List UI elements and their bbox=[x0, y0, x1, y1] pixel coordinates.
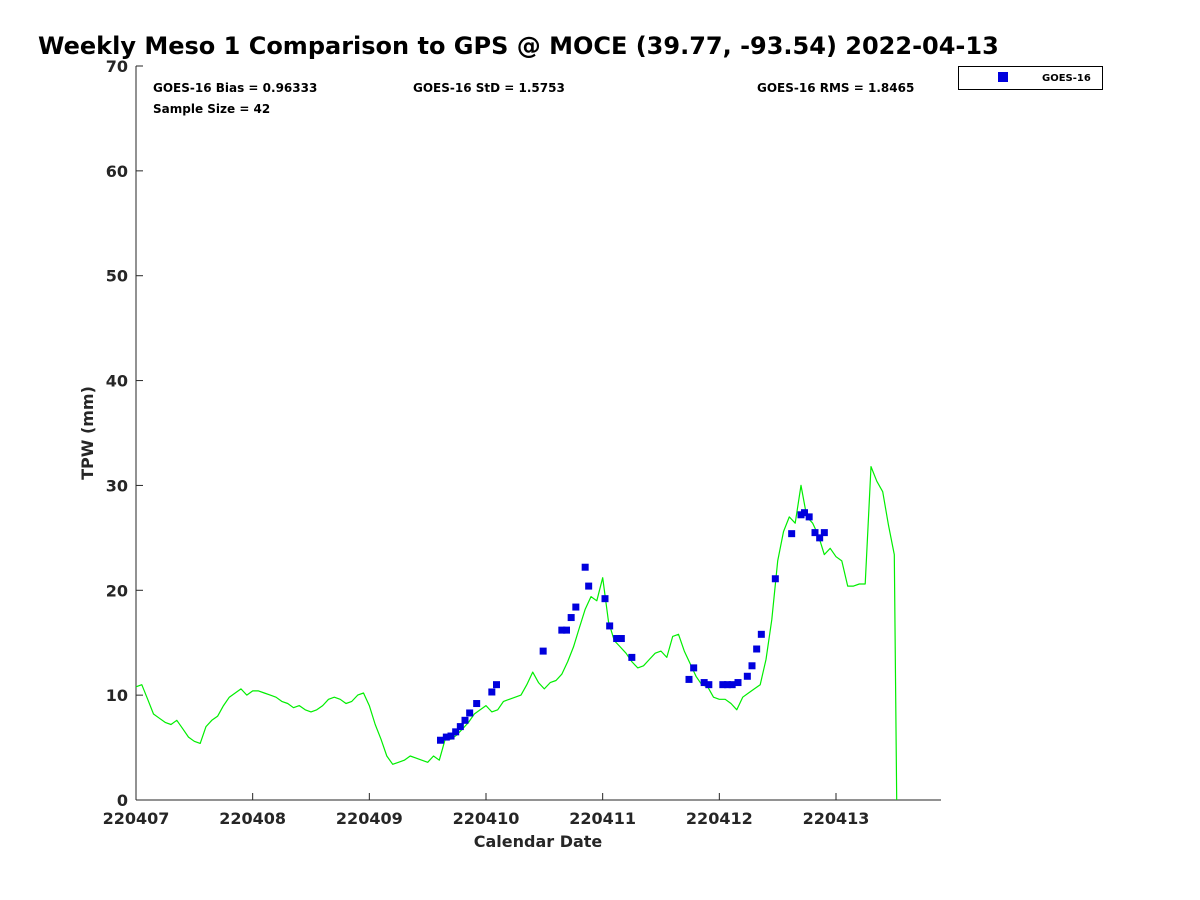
legend: GOES-16 bbox=[958, 66, 1103, 90]
goes-16-point bbox=[461, 716, 469, 724]
goes-16-point bbox=[539, 647, 547, 655]
goes-16-point bbox=[690, 664, 698, 672]
goes-16-point bbox=[728, 681, 736, 689]
x-tick-label: 220409 bbox=[336, 809, 403, 828]
goes-16-point bbox=[811, 529, 819, 537]
y-tick-label: 50 bbox=[106, 267, 128, 286]
goes-16-point bbox=[705, 681, 713, 689]
std-stat: GOES-16 StD = 1.5753 bbox=[413, 81, 565, 95]
legend-marker-goes-16 bbox=[998, 72, 1008, 82]
goes-16-point bbox=[805, 513, 813, 521]
x-tick-label: 220410 bbox=[453, 809, 520, 828]
goes-16-point bbox=[753, 645, 761, 653]
y-tick-label: 60 bbox=[106, 162, 128, 181]
goes-16-point bbox=[473, 700, 481, 708]
x-tick-label: 220413 bbox=[803, 809, 870, 828]
goes-16-point bbox=[700, 679, 708, 687]
goes-16-point bbox=[488, 688, 496, 696]
legend-label-goes-16: GOES-16 bbox=[1042, 73, 1091, 84]
goes-16-point bbox=[801, 509, 808, 517]
bias-stat: GOES-16 Bias = 0.96333 bbox=[153, 81, 317, 95]
goes-16-point bbox=[734, 679, 742, 687]
goes-16-point bbox=[606, 622, 614, 630]
goes-16-point bbox=[581, 563, 589, 571]
goes-16-point bbox=[466, 709, 474, 717]
y-tick-label: 40 bbox=[106, 372, 128, 391]
gps-line bbox=[135, 466, 898, 801]
x-axis-label: Calendar Date bbox=[474, 832, 603, 851]
y-tick-label: 20 bbox=[106, 581, 128, 600]
goes-16-point bbox=[685, 675, 693, 683]
goes-16-point bbox=[743, 672, 751, 680]
goes-16-point bbox=[567, 614, 575, 622]
goes-16-series bbox=[437, 509, 828, 744]
rms-stat: GOES-16 RMS = 1.8465 bbox=[757, 81, 914, 95]
goes-16-point bbox=[493, 681, 500, 689]
chart-title: Weekly Meso 1 Comparison to GPS @ MOCE (… bbox=[38, 32, 999, 60]
goes-16-point bbox=[442, 733, 450, 741]
goes-16-point bbox=[558, 626, 566, 634]
goes-16-point bbox=[724, 681, 731, 689]
x-tick-label: 220408 bbox=[219, 809, 286, 828]
gps-series bbox=[135, 466, 898, 801]
goes-16-point bbox=[437, 736, 444, 744]
y-tick-label: 0 bbox=[117, 791, 128, 810]
x-tick-label: 220411 bbox=[569, 809, 636, 828]
x-tick-label: 220407 bbox=[103, 809, 170, 828]
y-tick-label: 10 bbox=[106, 686, 128, 705]
goes-16-point bbox=[585, 582, 593, 590]
y-axis-label: TPW (mm) bbox=[78, 386, 97, 480]
goes-16-point bbox=[719, 681, 727, 689]
axes: 0 10 20 30 40 50 60 70 220407 220408 220409 220410 2… bbox=[103, 57, 941, 828]
x-tick-label: 220412 bbox=[686, 809, 753, 828]
legend-box bbox=[958, 66, 1103, 90]
goes-16-point bbox=[757, 630, 765, 638]
goes-16-point bbox=[447, 732, 455, 740]
goes-16-point bbox=[771, 575, 779, 583]
goes-16-point bbox=[563, 626, 570, 634]
goes-16-point bbox=[456, 723, 464, 731]
goes-16-point bbox=[601, 595, 609, 603]
goes-16-point bbox=[613, 635, 621, 643]
goes-16-point bbox=[816, 534, 824, 542]
goes-16-point bbox=[788, 530, 796, 538]
goes-16-point bbox=[617, 635, 625, 643]
goes-16-point bbox=[748, 662, 756, 670]
y-tick-label: 70 bbox=[106, 57, 128, 76]
goes-16-point bbox=[572, 603, 580, 611]
y-tick-label: 30 bbox=[106, 476, 128, 495]
goes-16-point bbox=[820, 529, 828, 537]
goes-16-point bbox=[452, 728, 460, 736]
sample-size-stat: Sample Size = 42 bbox=[153, 102, 270, 116]
goes-16-point bbox=[628, 653, 636, 661]
